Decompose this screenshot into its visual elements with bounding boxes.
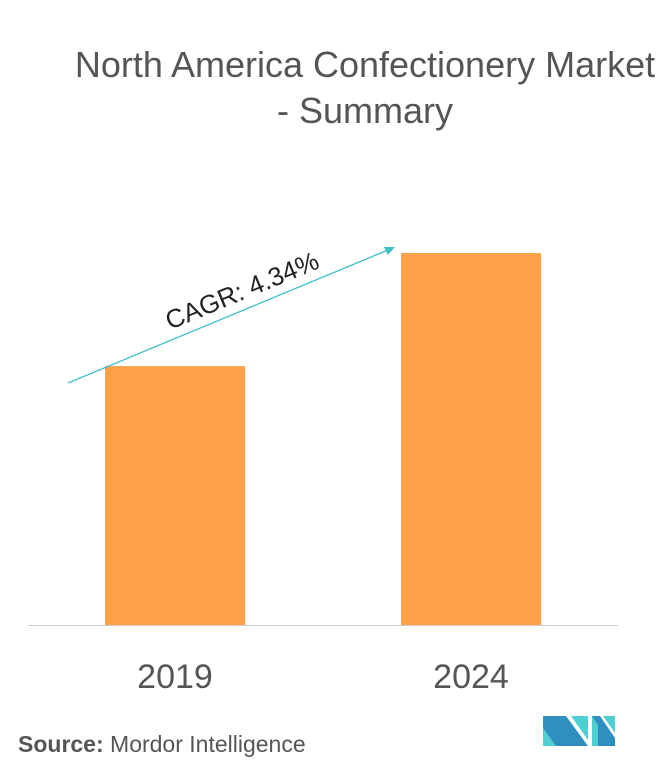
source-text: Mordor Intelligence: [110, 731, 306, 757]
logo-icon: [543, 716, 615, 746]
x-tick-label-2019: 2019: [137, 658, 213, 696]
source-note: Source: Mordor Intelligence: [18, 731, 306, 758]
cagr-arrow-line: [67, 249, 389, 384]
x-tick-label-2024: 2024: [433, 658, 509, 696]
bar-2024: [401, 253, 541, 625]
cagr-arrow-head: [384, 247, 395, 255]
bar-2019: [105, 366, 245, 625]
chart-title: North America Confectionery Market - Sum…: [74, 44, 656, 131]
source-label: Source:: [18, 731, 104, 757]
cagr-label: CAGR: 4.34%: [161, 245, 323, 335]
